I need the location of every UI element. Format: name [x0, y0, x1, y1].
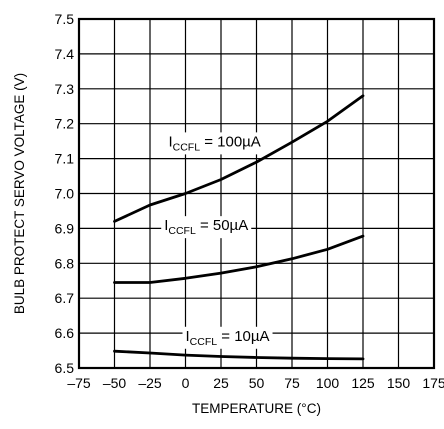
plot-frame — [77, 17, 436, 370]
x-tick-labels: –75 –50 –25 0 25 50 75 100 125 150 175 — [67, 375, 444, 391]
x-tick-label: 75 — [284, 375, 300, 391]
curve-label-background — [161, 216, 252, 239]
x-tick-label: 100 — [316, 375, 340, 391]
curve-labels: ICCFL = 100µA ICCFL = 50µA ICCFL = 10µA — [161, 132, 273, 349]
series-line-3 — [113, 349, 365, 361]
curve-label-background — [182, 326, 273, 349]
curve-label-background — [165, 132, 264, 155]
curve-label-1: ICCFL = 100µA — [168, 133, 260, 153]
x-tick-label: 25 — [213, 375, 229, 391]
grid — [78, 18, 435, 369]
y-tick-label: 6.8 — [55, 255, 75, 271]
x-tick-label: 0 — [182, 375, 190, 391]
y-tick-label: 7.1 — [55, 151, 75, 167]
y-tick-labels: 6.5 6.6 6.7 6.8 6.9 7.0 7.1 7.2 7.3 7.4 7.5 — [55, 11, 75, 376]
series-lines — [113, 94, 365, 361]
series-line-2 — [113, 234, 365, 284]
x-axis-label: TEMPERATURE (°C) — [192, 401, 321, 416]
y-axis-label: BULB PROTECT SERVO VOLTAGE (V) — [12, 73, 27, 314]
x-tick-label: 50 — [249, 375, 265, 391]
y-tick-label: 7.2 — [55, 116, 75, 132]
x-tick-label: –25 — [138, 375, 162, 391]
x-tick-label: –50 — [103, 375, 127, 391]
y-tick-label: 7.4 — [55, 46, 75, 62]
y-tick-label: 7.0 — [55, 186, 75, 202]
y-tick-label: 6.6 — [55, 325, 75, 341]
x-tick-label: –75 — [67, 375, 91, 391]
y-tick-label: 6.9 — [55, 220, 75, 236]
curve-label-3: ICCFL = 10µA — [186, 328, 270, 348]
curve-label-2: ICCFL = 50µA — [164, 217, 248, 237]
y-tick-label: 6.5 — [55, 360, 75, 376]
x-tick-label: 175 — [422, 375, 444, 391]
x-tick-label: 125 — [351, 375, 375, 391]
series-line-1 — [113, 94, 365, 223]
y-tick-label: 7.3 — [55, 81, 75, 97]
y-tick-label: 7.5 — [55, 11, 75, 27]
y-tick-label: 6.7 — [55, 290, 75, 306]
x-tick-label: 150 — [387, 375, 411, 391]
